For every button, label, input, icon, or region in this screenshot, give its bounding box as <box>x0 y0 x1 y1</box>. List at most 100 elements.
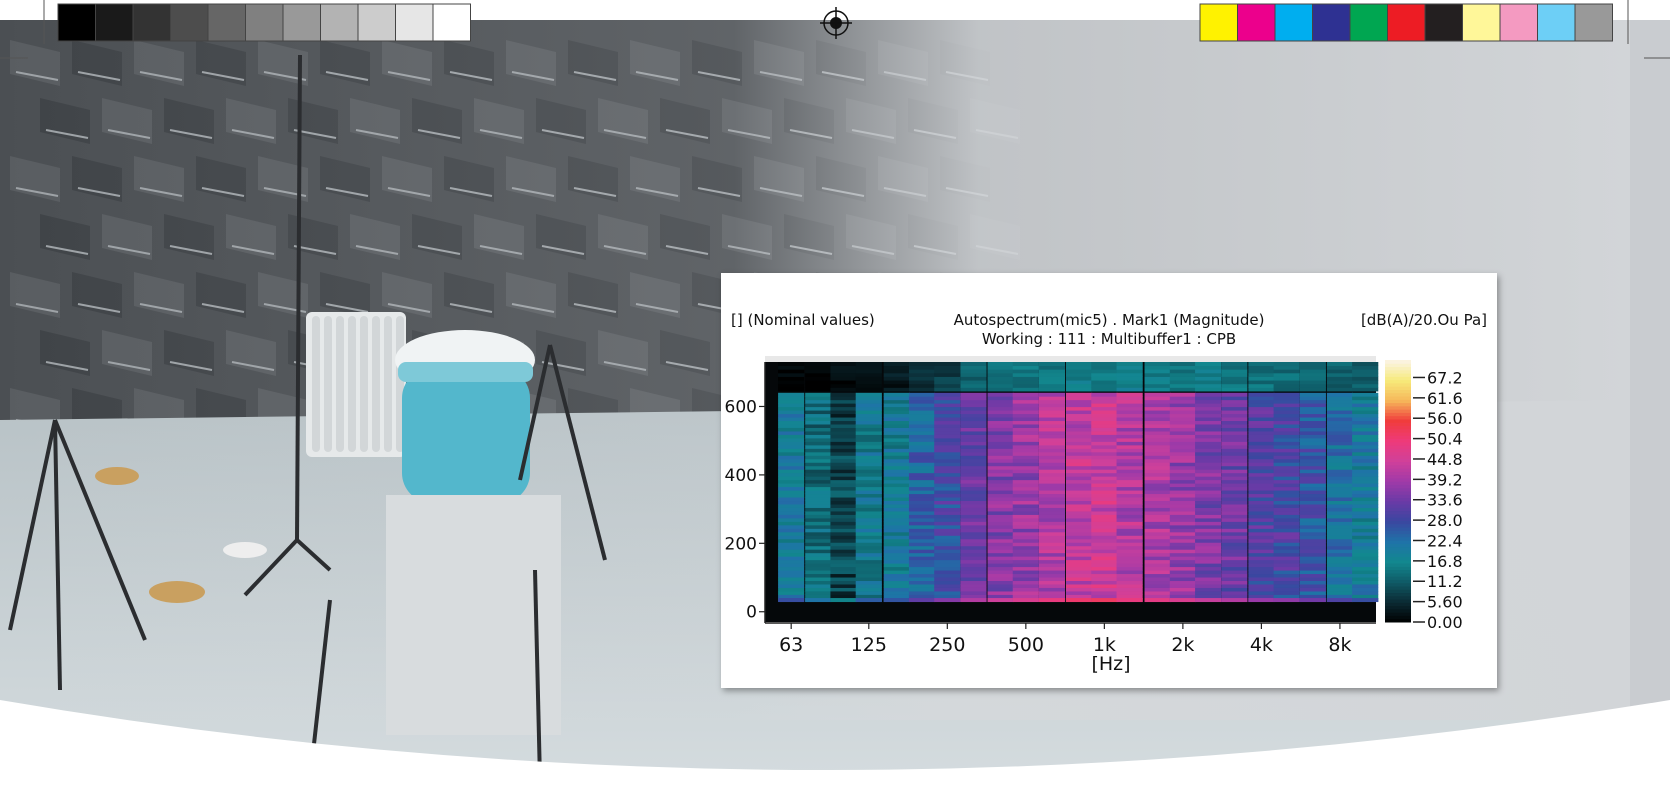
heatmap-cell <box>1299 504 1326 508</box>
colorbar-segment <box>1385 438 1411 443</box>
heatmap-cell <box>1248 511 1275 515</box>
heatmap-cell <box>1299 521 1326 526</box>
gray-swatch <box>95 3 134 42</box>
heatmap-cell <box>1195 538 1222 543</box>
heatmap-cell <box>1273 497 1300 502</box>
heatmap-cell <box>855 410 882 415</box>
heatmap-cell <box>1038 584 1066 588</box>
heatmap-cell <box>908 444 936 449</box>
heatmap-cell <box>1273 387 1300 392</box>
heatmap-cell <box>1169 372 1196 377</box>
heatmap-cell <box>883 538 910 543</box>
heatmap-cell <box>1116 542 1143 547</box>
heatmap-cell <box>883 524 910 529</box>
heatmap-cell <box>1195 511 1222 515</box>
heatmap-cell <box>1038 399 1066 404</box>
heatmap-cell <box>987 570 1014 575</box>
colorbar-segment <box>1385 376 1411 381</box>
heatmap-cell <box>1012 504 1039 508</box>
heatmap-cell <box>934 427 961 432</box>
heatmap-cell <box>987 587 1014 592</box>
heatmap-cell <box>1221 441 1248 446</box>
heatmap-cell <box>908 483 936 488</box>
heatmap-cell <box>987 594 1014 599</box>
heatmap-cell <box>1144 441 1171 446</box>
heatmap-cell <box>1066 497 1093 502</box>
heatmap-cell <box>1066 448 1093 453</box>
heatmap-cell <box>830 403 857 408</box>
heatmap-cell <box>1038 587 1066 592</box>
heatmap-cell <box>960 552 987 557</box>
heatmap-cell <box>1248 403 1275 408</box>
heatmap-cell <box>1248 427 1275 432</box>
heatmap-cell <box>1169 542 1196 547</box>
heatmap-cell <box>1299 451 1326 456</box>
heatmap-cell <box>908 559 936 564</box>
heatmap-cell <box>883 369 910 374</box>
heatmap-cell <box>778 545 805 550</box>
heatmap-cell <box>1169 535 1196 540</box>
colorbar-segment <box>1385 425 1411 430</box>
heatmap-cell <box>1221 444 1248 449</box>
heatmap-cell <box>778 438 805 442</box>
heatmap-cell <box>1221 431 1248 435</box>
heatmap-cell <box>1038 462 1066 467</box>
heatmap-cell <box>934 431 961 435</box>
heatmap-cell <box>934 535 961 540</box>
heatmap-cell <box>1144 410 1171 415</box>
heatmap-cell <box>1326 570 1354 575</box>
heatmap-cell <box>960 511 987 515</box>
colorbar-tick-label: 5.60 <box>1427 593 1463 612</box>
heatmap-cell <box>778 500 805 505</box>
heatmap-cell <box>1144 511 1171 515</box>
heatmap-cell <box>1326 365 1354 370</box>
heatmap-cell <box>1352 591 1379 595</box>
colorbar-segment <box>1385 520 1411 525</box>
heatmap-cell <box>778 413 805 418</box>
heatmap-cell <box>1066 594 1093 599</box>
heatmap-cell <box>1221 493 1248 498</box>
heatmap-cell <box>805 431 832 435</box>
heatmap-cell <box>1091 434 1118 439</box>
heatmap-cell <box>883 465 910 470</box>
heatmap-cell <box>1144 514 1171 519</box>
heatmap-cell <box>1116 472 1143 477</box>
heatmap-cell <box>1066 531 1093 536</box>
heatmap-cell <box>1066 372 1093 377</box>
heatmap-cell <box>1144 448 1171 453</box>
heatmap-cell <box>1273 427 1300 432</box>
heatmap-cell <box>1144 594 1171 599</box>
heatmap-cell <box>960 566 987 571</box>
colorbar-segment <box>1385 543 1411 548</box>
heatmap-cell <box>1195 556 1222 561</box>
heatmap-cell <box>1116 538 1143 543</box>
heatmap-cell <box>1326 410 1354 415</box>
heatmap-cell <box>1195 441 1222 446</box>
heatmap-cell <box>1116 497 1143 502</box>
heatmap-cell <box>1195 438 1222 442</box>
heatmap-cell <box>1169 420 1196 425</box>
heatmap-cell <box>960 413 987 418</box>
heatmap-cell <box>1195 518 1222 522</box>
heatmap-cell <box>1273 451 1300 456</box>
colorbar-segment <box>1385 500 1411 505</box>
heatmap-cell <box>1012 563 1039 568</box>
heatmap-cell <box>1091 587 1118 592</box>
heatmap-cell <box>855 362 882 367</box>
heatmap-cell <box>1248 518 1275 522</box>
heatmap-cell <box>855 444 882 449</box>
heatmap-cell <box>1038 444 1066 449</box>
heatmap-cell <box>1326 458 1354 463</box>
heatmap-cell <box>1116 380 1143 385</box>
heatmap-cell <box>908 504 936 508</box>
heatmap-cell <box>1273 392 1300 397</box>
colorbar-segment <box>1385 497 1411 502</box>
heatmap-cell <box>1248 552 1275 557</box>
heatmap-cell <box>1195 399 1222 404</box>
heatmap-cell <box>1091 448 1118 453</box>
heatmap-cell <box>855 514 882 519</box>
heatmap-cell <box>883 545 910 550</box>
heatmap-cell <box>1116 518 1143 522</box>
heatmap-cell <box>1326 444 1354 449</box>
heatmap-cell <box>1299 497 1326 502</box>
